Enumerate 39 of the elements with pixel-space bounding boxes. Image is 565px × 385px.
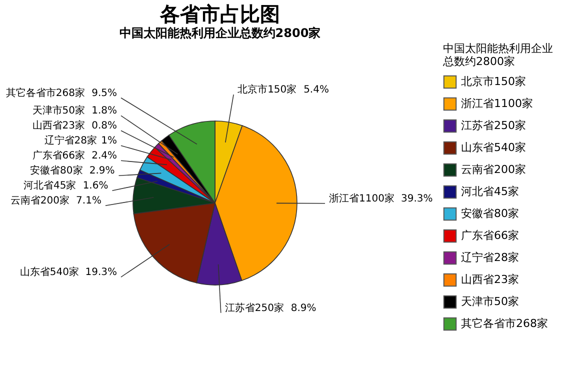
slice-label: 北京市150家 (238, 84, 297, 96)
slice-label: 广东省66家 (32, 150, 85, 162)
chart-subtitle: 中国太阳能热利用企业总数约2800家 (119, 26, 321, 40)
legend-label: 山西省23家 (461, 273, 519, 286)
data-label: 8.9% (290, 302, 316, 314)
legend-label: 安徽省80家 (461, 207, 519, 220)
slice-label: 其它各省市268家 (6, 86, 85, 99)
data-label: 1.8% (92, 106, 117, 117)
legend-label: 天津市50家 (461, 295, 519, 308)
legend-label: 其它各省市268家 (461, 317, 548, 330)
legend-label: 浙江省1100家 (461, 97, 533, 110)
legend-label: 河北省45家 (461, 185, 519, 198)
data-label: 7.1% (76, 196, 102, 207)
slice-label: 山东省540家 (20, 266, 79, 278)
slice-label: 山西省23家 (32, 120, 85, 132)
legend-label: 北京市150家 (461, 75, 526, 88)
legend-label: 山东省540家 (461, 141, 526, 154)
data-label: 39.3% (401, 193, 433, 204)
slice-label: 天津市50家 (32, 104, 85, 117)
data-label: 1.6% (82, 180, 108, 192)
data-label: 5.4% (304, 84, 329, 96)
data-label: 2.4% (92, 150, 117, 162)
data-label: 9.5% (92, 88, 117, 99)
slice-label: 辽宁省28家 (44, 134, 97, 147)
slice-label: 河北省45家 (23, 180, 76, 192)
slice-label: 江苏省250家 (224, 302, 284, 314)
legend-label: 江苏省250家 (461, 119, 526, 132)
data-label: 2.9% (89, 166, 115, 177)
legend-label: 广东省66家 (461, 229, 519, 242)
slice-label: 安徽省80家 (30, 164, 83, 177)
slice-label: 浙江省1100家 (329, 192, 394, 204)
data-label: 19.3% (85, 267, 117, 278)
data-label: 0.8% (92, 120, 117, 132)
legend-label: 辽宁省28家 (461, 251, 519, 264)
legend-label: 云南省200家 (461, 163, 526, 176)
legend-title: 中国太阳能热利用企业总数约2800家 (442, 42, 553, 68)
data-label: 1% (101, 136, 117, 147)
chart-title: 各省市占比图 (159, 2, 280, 26)
slice-label: 云南省200家 (10, 194, 70, 207)
